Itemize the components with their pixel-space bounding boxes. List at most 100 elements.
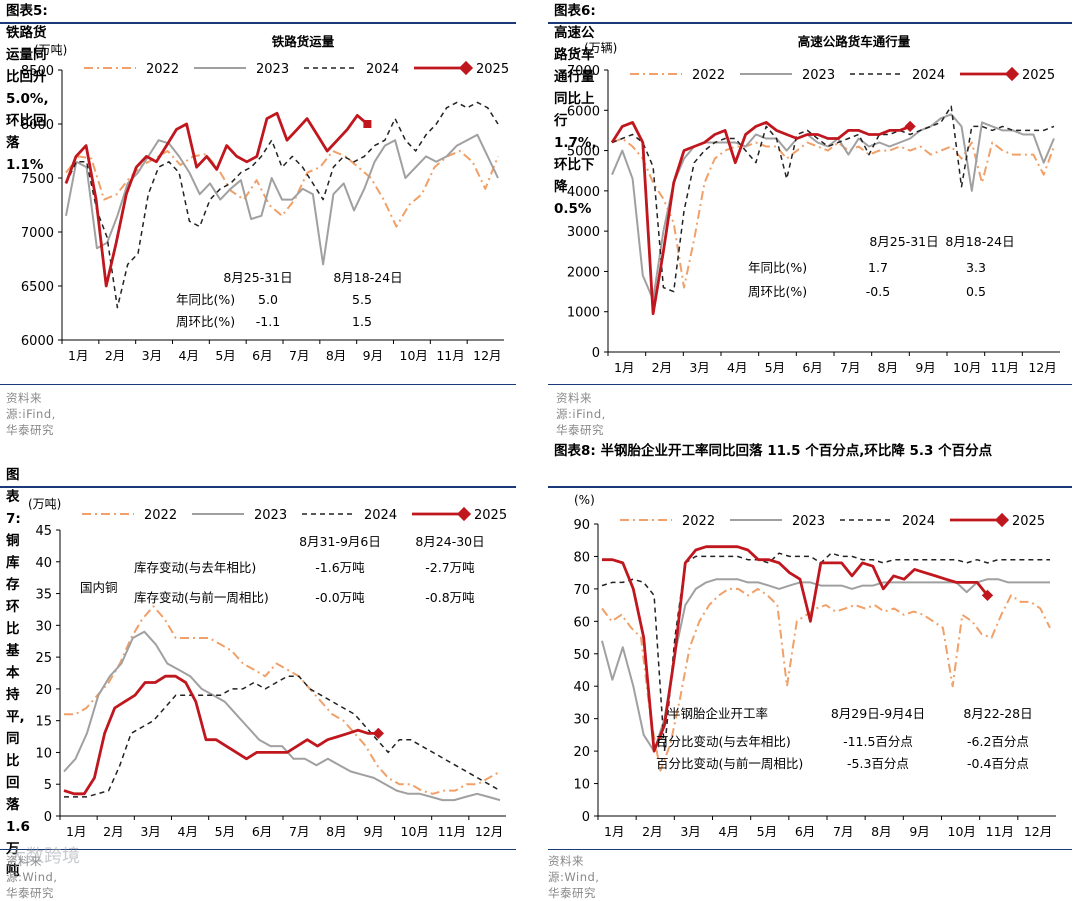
legend-label-2023: 2023 bbox=[802, 68, 835, 83]
y-tick-label: 80 bbox=[573, 550, 590, 565]
x-tick-label: 7月 bbox=[289, 348, 309, 363]
x-tick-label: 2月 bbox=[103, 824, 123, 839]
y-tick-label: 4000 bbox=[567, 185, 600, 200]
x-tick-label: 5月 bbox=[765, 360, 785, 375]
series-line-2022 bbox=[64, 605, 501, 795]
footer-rule bbox=[548, 849, 1072, 850]
x-tick-label: 6月 bbox=[252, 824, 272, 839]
series-line-2025 bbox=[610, 121, 911, 316]
annotation-row-label: 库存变动(与前一周相比) bbox=[134, 590, 269, 605]
legend-label-2023: 2023 bbox=[254, 508, 287, 523]
x-tick-label: 12月 bbox=[473, 348, 501, 363]
series-line-2023 bbox=[63, 630, 501, 802]
annotation-column-header: 8月18-24日 bbox=[333, 270, 402, 285]
annotation-value: -0.0万吨 bbox=[315, 590, 365, 605]
annotation-column-header: 8月31-9月6日 bbox=[299, 534, 381, 549]
y-tick-label: 35 bbox=[35, 588, 52, 603]
legend-label-2024: 2024 bbox=[366, 62, 399, 77]
y-tick-label: 40 bbox=[573, 680, 590, 695]
x-tick-label: 7月 bbox=[289, 824, 309, 839]
x-tick-label: 1月 bbox=[614, 360, 634, 375]
x-tick-label: 11月 bbox=[438, 824, 466, 839]
y-tick-label: 40 bbox=[35, 556, 52, 571]
annotation-value: -1.1 bbox=[256, 314, 280, 329]
series-end-marker-2025 bbox=[981, 589, 994, 602]
y-tick-label: 7000 bbox=[21, 226, 54, 241]
x-tick-label: 10月 bbox=[400, 348, 428, 363]
series-line-2022 bbox=[65, 150, 499, 228]
legend-label-2023: 2023 bbox=[256, 62, 289, 77]
x-tick-label: 8月 bbox=[871, 824, 891, 839]
y-tick-label: 2000 bbox=[567, 265, 600, 280]
y-tick-label: 45 bbox=[35, 524, 52, 539]
series-line-2024 bbox=[65, 101, 499, 309]
annotation-value: -0.5 bbox=[866, 284, 890, 299]
x-tick-label: 3月 bbox=[140, 824, 160, 839]
x-tick-label: 1月 bbox=[66, 824, 86, 839]
x-tick-label: 5月 bbox=[215, 348, 235, 363]
x-tick-label: 11月 bbox=[986, 824, 1014, 839]
x-tick-label: 7月 bbox=[833, 824, 853, 839]
annotation-value: 5.5 bbox=[352, 292, 372, 307]
legend-marker-2025 bbox=[1004, 66, 1020, 82]
x-tick-label: 9月 bbox=[363, 824, 383, 839]
series-label: 国内铜 bbox=[80, 580, 118, 595]
annotation-column-header: 8月22-28日 bbox=[963, 706, 1032, 721]
highway-chart: 0 1000 2000 3000 4000 5000 6000 7000 1月 2月 3月 4月 5月 6… bbox=[567, 34, 1060, 375]
x-tick-label: 2月 bbox=[642, 824, 662, 839]
y-axis-unit: (万吨) bbox=[28, 497, 61, 511]
annotation-column-header: 8月25-31日 bbox=[223, 270, 292, 285]
annotation-row-label: 周环比(%) bbox=[176, 314, 235, 329]
x-tick-label: 5月 bbox=[215, 824, 235, 839]
y-tick-label: 15 bbox=[35, 715, 52, 730]
annotation-value: 3.3 bbox=[966, 260, 986, 275]
x-tick-label: 10月 bbox=[401, 824, 429, 839]
y-tick-label: 20 bbox=[573, 745, 590, 760]
y-tick-label: 0 bbox=[582, 810, 590, 825]
x-tick-label: 1月 bbox=[604, 824, 624, 839]
x-tick-label: 4月 bbox=[727, 360, 747, 375]
y-tick-label: 0 bbox=[44, 810, 52, 825]
source-note: 资料来源:iFind,华泰研究 bbox=[6, 391, 56, 437]
panel-heading: 图表7: 铜库存环比基本持平,同比回落 1.6 万吨 bbox=[6, 467, 30, 879]
y-tick-label: 6000 bbox=[21, 334, 54, 349]
y-tick-label: 3000 bbox=[567, 225, 600, 240]
legend-marker-2025 bbox=[456, 506, 472, 522]
x-tick-label: 6月 bbox=[802, 360, 822, 375]
x-tick-label: 3月 bbox=[689, 360, 709, 375]
x-tick-label: 10月 bbox=[948, 824, 976, 839]
y-tick-label: 1000 bbox=[567, 306, 600, 321]
x-tick-label: 4月 bbox=[719, 824, 739, 839]
annotation-column-header: 8月18-24日 bbox=[945, 234, 1014, 249]
railway-chart: 6000 6500 7000 7500 8000 8500 1月 2月 3月 4月 5月 6月 7月 8月… bbox=[21, 34, 509, 363]
heading-rule bbox=[0, 22, 516, 24]
x-tick-label: 8月 bbox=[326, 824, 346, 839]
legend-label-2024: 2024 bbox=[902, 514, 935, 529]
footer-rule bbox=[548, 384, 1072, 385]
y-tick-label: 5000 bbox=[567, 145, 600, 160]
x-tick-label: 1月 bbox=[68, 348, 88, 363]
chart-title: 铁路货运量 bbox=[272, 34, 335, 49]
annotation-value: -1.6万吨 bbox=[315, 560, 365, 575]
x-tick-label: 6月 bbox=[252, 348, 272, 363]
series-line-2025 bbox=[63, 674, 379, 796]
x-tick-label: 8月 bbox=[326, 348, 346, 363]
x-tick-label: 12月 bbox=[1024, 824, 1052, 839]
series-label: 半钢胎企业开工率 bbox=[668, 706, 768, 721]
x-tick-label: 12月 bbox=[475, 824, 503, 839]
annotation-value: -2.7万吨 bbox=[425, 560, 475, 575]
annotation-row-label: 年同比(%) bbox=[176, 292, 235, 307]
annotation-value: 0.5 bbox=[966, 284, 986, 299]
x-tick-label: 11月 bbox=[991, 360, 1019, 375]
annotation-row-label: 库存变动(与去年相比) bbox=[134, 560, 256, 575]
y-tick-label: 10 bbox=[35, 746, 52, 761]
annotation-value: 1.5 bbox=[352, 314, 372, 329]
x-tick-label: 6月 bbox=[795, 824, 815, 839]
y-tick-label: 70 bbox=[573, 583, 590, 598]
annotation-row-label: 百分比变动(与去年相比) bbox=[656, 734, 791, 749]
x-tick-label: 3月 bbox=[142, 348, 162, 363]
annotation-value: -0.4百分点 bbox=[967, 756, 1029, 771]
annotation-value: -6.2百分点 bbox=[967, 734, 1029, 749]
legend-label-2024: 2024 bbox=[364, 508, 397, 523]
series-end-marker-2025 bbox=[372, 727, 384, 740]
